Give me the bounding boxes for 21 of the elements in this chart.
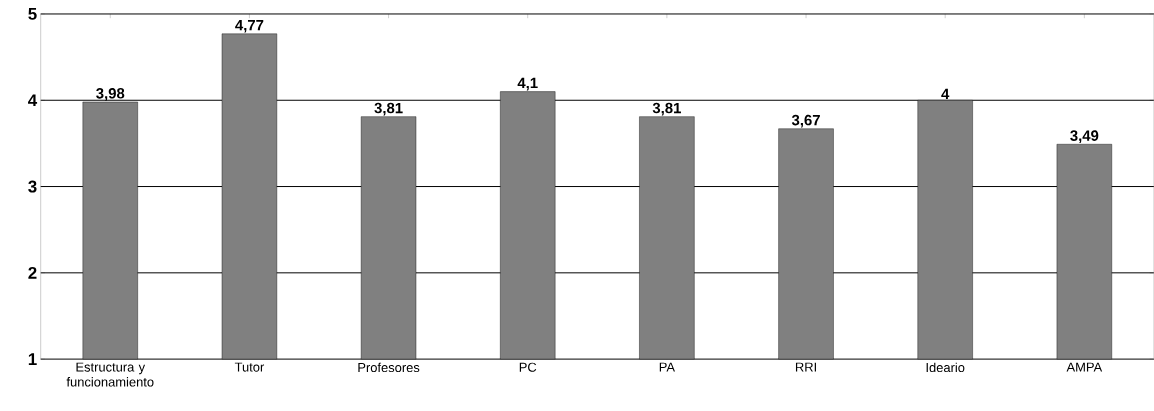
y-tick-label: 5: [28, 8, 37, 20]
x-tick-label: RRI: [795, 362, 816, 372]
x-tick-label: Profesores: [358, 362, 420, 373]
data-label: 4: [941, 88, 950, 100]
data-label: 3,49: [1070, 130, 1099, 144]
x-tick-label: PA: [659, 362, 675, 372]
data-label: 3,81: [374, 102, 403, 116]
y-tick-label: 1: [28, 353, 37, 365]
x-tick-label: Estructura y funcionamiento: [66, 362, 154, 387]
data-label: 3,67: [791, 114, 820, 128]
y-tick-label: 3: [28, 180, 37, 193]
x-tick-label: AMPA: [1066, 362, 1103, 372]
data-label: 4,77: [235, 20, 264, 33]
data-label: 4,1: [517, 77, 538, 91]
y-tick-label: 2: [28, 266, 37, 279]
data-label: 3,98: [96, 88, 125, 101]
x-tick-label: Tutor: [234, 362, 265, 372]
x-tick-label: Ideario: [926, 362, 965, 373]
data-label: 3,81: [652, 102, 681, 116]
y-tick-label: 4: [28, 94, 38, 107]
x-tick-label: PC: [519, 362, 537, 372]
